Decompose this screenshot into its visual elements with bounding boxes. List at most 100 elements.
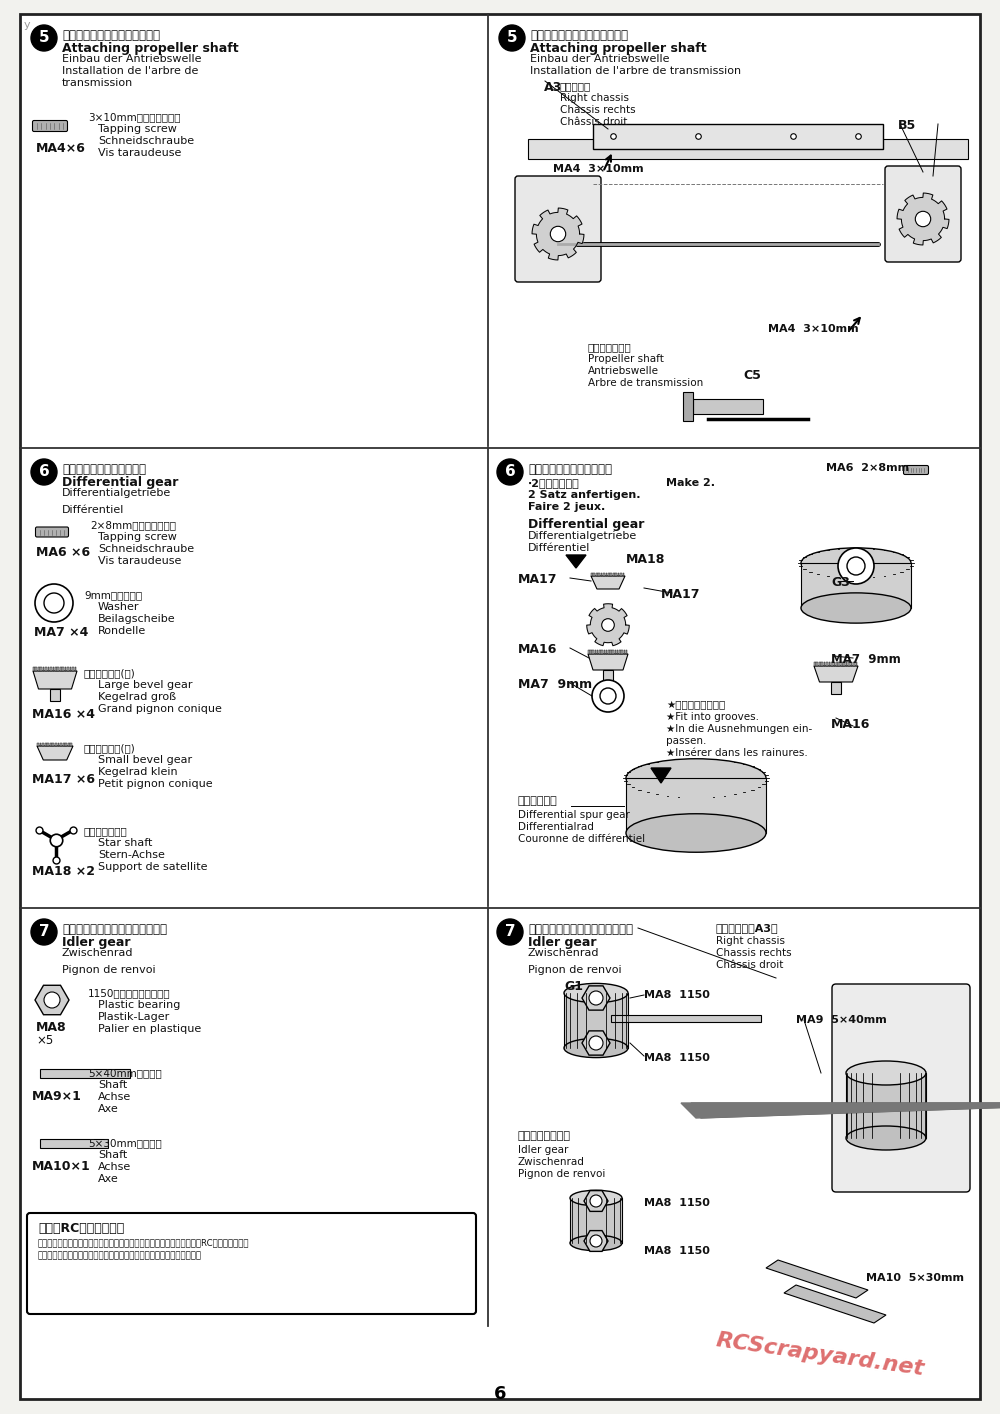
Polygon shape xyxy=(33,667,35,672)
Polygon shape xyxy=(68,742,70,747)
Circle shape xyxy=(35,584,73,622)
Text: MA17: MA17 xyxy=(661,588,700,601)
Polygon shape xyxy=(691,1103,1000,1118)
Text: Couronne de différentiel: Couronne de différentiel xyxy=(518,834,645,844)
Polygon shape xyxy=(592,650,594,655)
Circle shape xyxy=(497,919,523,945)
Text: ★Insérer dans les rainures.: ★Insérer dans les rainures. xyxy=(666,748,808,758)
Polygon shape xyxy=(566,556,586,568)
Polygon shape xyxy=(604,650,605,655)
Text: Châssis droit: Châssis droit xyxy=(560,117,627,127)
Polygon shape xyxy=(613,573,615,575)
Text: Schneidschraube: Schneidschraube xyxy=(98,544,194,554)
Polygon shape xyxy=(620,573,622,575)
Circle shape xyxy=(31,919,57,945)
Text: Chassis rechts: Chassis rechts xyxy=(716,947,792,959)
Polygon shape xyxy=(612,650,614,655)
Text: アイドラーギヤー: アイドラーギヤー xyxy=(518,1131,571,1141)
Text: 5: 5 xyxy=(507,31,517,45)
Text: 《メインシャフトのとりつけ》: 《メインシャフトのとりつけ》 xyxy=(62,30,160,42)
Polygon shape xyxy=(528,139,968,158)
Text: 電動ラジオコントロールをより樂しく楽しまい方のガイドブックです。RCの基本的知識、: 電動ラジオコントロールをより樂しく楽しまい方のガイドブックです。RCの基本的知識… xyxy=(38,1239,250,1247)
Text: Vis taraudeuse: Vis taraudeuse xyxy=(98,556,181,566)
Text: Arbre de transmission: Arbre de transmission xyxy=(588,378,703,387)
Circle shape xyxy=(589,1036,603,1051)
Text: Installation de l'arbre de: Installation de l'arbre de xyxy=(62,66,198,76)
Text: 3×10mmタッピングビス: 3×10mmタッピングビス xyxy=(88,112,180,122)
Text: Axe: Axe xyxy=(98,1104,119,1114)
Polygon shape xyxy=(75,667,76,672)
Polygon shape xyxy=(63,742,65,747)
Circle shape xyxy=(592,680,624,713)
Text: Kegelrad klein: Kegelrad klein xyxy=(98,766,178,778)
Polygon shape xyxy=(623,573,624,575)
FancyBboxPatch shape xyxy=(593,124,883,148)
Bar xyxy=(40,1138,108,1148)
Text: Beilagscheibe: Beilagscheibe xyxy=(98,614,176,624)
Text: Idler gear: Idler gear xyxy=(528,936,596,949)
Polygon shape xyxy=(582,1031,610,1055)
Text: 6: 6 xyxy=(505,465,515,479)
Text: 7: 7 xyxy=(505,925,515,939)
Polygon shape xyxy=(587,604,629,646)
Polygon shape xyxy=(601,573,602,575)
Bar xyxy=(831,682,841,694)
Text: Vis taraudeuse: Vis taraudeuse xyxy=(98,148,181,158)
Polygon shape xyxy=(582,986,610,1010)
Text: 《メインシャフトのとりつけ》: 《メインシャフトのとりつけ》 xyxy=(530,30,628,42)
Polygon shape xyxy=(35,667,37,672)
Text: 2×8mmタッピングビス: 2×8mmタッピングビス xyxy=(90,520,176,530)
Polygon shape xyxy=(598,573,600,575)
Text: Zwischenrad: Zwischenrad xyxy=(62,947,134,959)
Text: Shaft: Shaft xyxy=(98,1150,127,1159)
Bar xyxy=(846,1073,926,1138)
Text: ベベルシャフト: ベベルシャフト xyxy=(84,826,128,836)
Text: 6: 6 xyxy=(494,1384,506,1403)
Text: G3: G3 xyxy=(831,575,850,590)
Text: Grand pignon conique: Grand pignon conique xyxy=(98,704,222,714)
Text: G1: G1 xyxy=(564,980,583,993)
Text: Achse: Achse xyxy=(98,1162,131,1172)
Circle shape xyxy=(589,991,603,1005)
Text: Tapping screw: Tapping screw xyxy=(98,532,177,542)
Polygon shape xyxy=(58,742,59,747)
Text: Différentiel: Différentiel xyxy=(62,505,124,515)
Text: タミヤRCガイドブック: タミヤRCガイドブック xyxy=(38,1222,124,1234)
Polygon shape xyxy=(603,573,605,575)
Text: Support de satellite: Support de satellite xyxy=(98,863,208,872)
Text: MA18 ×2: MA18 ×2 xyxy=(32,865,95,878)
Text: Star shaft: Star shaft xyxy=(98,839,152,848)
Polygon shape xyxy=(819,662,821,666)
Polygon shape xyxy=(35,986,69,1015)
Text: y: y xyxy=(24,20,31,30)
Polygon shape xyxy=(65,667,66,672)
Polygon shape xyxy=(50,667,52,672)
Text: Chassis rechts: Chassis rechts xyxy=(560,105,636,115)
Text: Différentiel: Différentiel xyxy=(528,543,590,553)
Polygon shape xyxy=(618,573,619,575)
Text: Differential gear: Differential gear xyxy=(62,477,178,489)
Polygon shape xyxy=(836,662,838,666)
Text: Einbau der Antriebswelle: Einbau der Antriebswelle xyxy=(62,54,202,64)
Polygon shape xyxy=(766,1260,868,1298)
Text: 《アイドラーギヤーのとりつけ》: 《アイドラーギヤーのとりつけ》 xyxy=(528,923,633,936)
Text: 5×40mmシャフト: 5×40mmシャフト xyxy=(88,1068,162,1077)
Polygon shape xyxy=(584,1191,608,1212)
Polygon shape xyxy=(821,662,823,666)
Circle shape xyxy=(847,557,865,575)
Text: C5: C5 xyxy=(743,369,761,382)
Polygon shape xyxy=(70,742,72,747)
Text: Make 2.: Make 2. xyxy=(666,478,715,488)
Text: B5: B5 xyxy=(898,119,916,132)
Polygon shape xyxy=(57,667,59,672)
Text: 5: 5 xyxy=(39,31,49,45)
Text: Idler gear: Idler gear xyxy=(62,936,130,949)
Polygon shape xyxy=(626,650,627,655)
Polygon shape xyxy=(591,575,625,590)
Polygon shape xyxy=(65,742,67,747)
Ellipse shape xyxy=(626,813,766,853)
Polygon shape xyxy=(608,650,610,655)
Polygon shape xyxy=(40,667,42,672)
Text: MA9×1: MA9×1 xyxy=(32,1090,82,1103)
Text: Rondelle: Rondelle xyxy=(98,626,146,636)
